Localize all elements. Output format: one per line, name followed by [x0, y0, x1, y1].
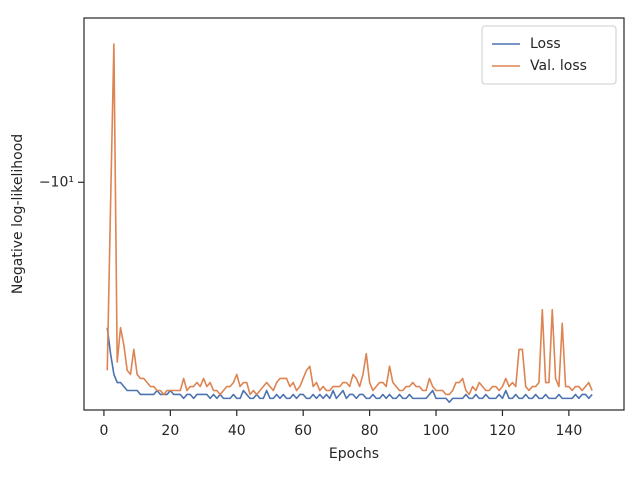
plot-frame: [83, 17, 625, 411]
x-tick-label: 20: [161, 423, 179, 439]
x-tick-label: 140: [556, 423, 583, 439]
y-tick-label: −10¹: [39, 174, 74, 190]
x-tick-label: 100: [423, 423, 450, 439]
x-tick-label: 0: [99, 423, 108, 439]
line-series: [106, 327, 593, 404]
y-axis-label: Negative log-likelihood: [10, 134, 26, 294]
x-tick-label: 120: [489, 423, 516, 439]
legend-label: Loss: [530, 36, 561, 52]
legend-label: Val. loss: [530, 58, 587, 74]
x-tick-label: 60: [294, 423, 312, 439]
line-series: [106, 43, 593, 396]
x-tick-label: 80: [361, 423, 379, 439]
x-axis-label: Epochs: [329, 446, 379, 462]
legend-box: [481, 25, 617, 85]
x-tick-label: 40: [228, 423, 246, 439]
